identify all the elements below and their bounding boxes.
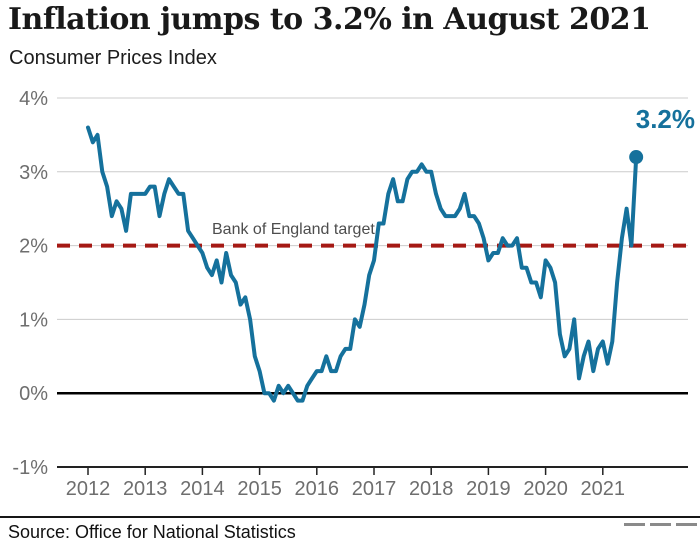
x-tick-label: 2019 [466, 478, 511, 500]
source-note: Source: Office for National Statistics [8, 522, 296, 542]
brand-dash [624, 523, 645, 526]
x-tick-label: 2021 [581, 478, 626, 500]
x-tick-label: 2013 [123, 478, 168, 500]
cpi-line-chart: 4% 3% 2% 1% 0% -1% 2012 2013 2014 2015 2016 2017 201… [12, 88, 688, 500]
chart-area: 4% 3% 2% 1% 0% -1% 2012 2013 2014 2015 2016 2017 201… [0, 85, 700, 510]
x-tick-label: 2017 [352, 478, 397, 500]
y-tick-label: 3% [19, 162, 48, 184]
y-tick-label: 1% [19, 309, 48, 331]
y-tick-label: 2% [19, 236, 48, 258]
x-tick-label: 2012 [66, 478, 111, 500]
latest-value-label: 3.2% [635, 104, 695, 134]
y-tick-label: 0% [19, 383, 48, 405]
cpi-series-line [86, 125, 639, 403]
x-tick-label: 2018 [409, 478, 454, 500]
x-tick-label: 2020 [523, 478, 568, 500]
brand-dashes-icon [624, 523, 697, 526]
x-tick-label: 2015 [237, 478, 282, 500]
footer-divider [0, 516, 700, 518]
brand-dash [650, 523, 671, 526]
chart-subtitle: Consumer Prices Index [9, 47, 217, 69]
latest-point-marker [629, 150, 644, 165]
x-tick-label: 2016 [295, 478, 340, 500]
brand-dash [676, 523, 697, 526]
target-line-label: Bank of England target [212, 221, 375, 238]
x-tick-label: 2014 [180, 478, 225, 500]
chart-title: Inflation jumps to 3.2% in August 2021 [8, 2, 651, 37]
y-tick-label: -1% [12, 457, 48, 479]
y-tick-label: 4% [19, 88, 48, 110]
